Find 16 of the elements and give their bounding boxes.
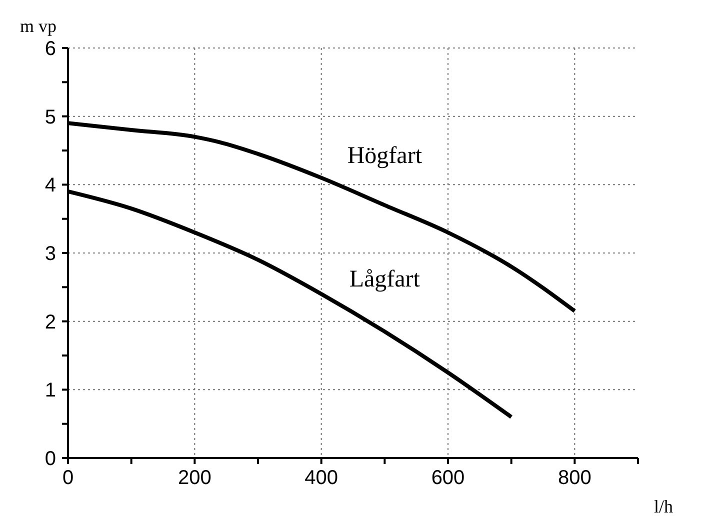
x-tick-label: 0 [62,467,74,489]
y-tick-label: 2 [44,311,56,334]
series-label: Högfart [347,143,422,170]
x-tick-label: 200 [178,467,212,489]
x-axis-title: l/h [654,496,673,516]
y-tick-label: 0 [44,448,56,470]
y-tick-label: 5 [44,106,56,128]
y-tick-label: 3 [44,243,56,265]
series-label: Lågfart [349,266,420,293]
x-tick-label: 600 [431,467,465,489]
y-tick-label: 4 [44,174,56,197]
x-tick-label: 800 [558,467,592,489]
x-tick-label: 400 [304,467,338,489]
y-axis-title: m vp [20,16,57,36]
y-tick-label: 6 [44,38,56,60]
y-tick-label: 1 [44,380,56,402]
